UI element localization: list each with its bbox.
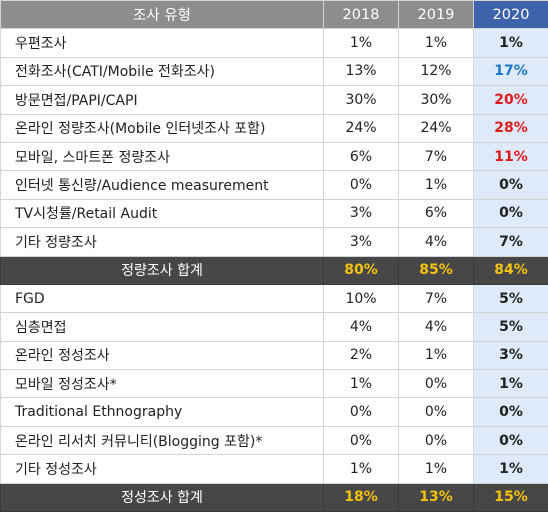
- value-2020: 17%: [473, 56, 548, 87]
- quantitative-total-row: 정량조사 합계 80% 85% 84%: [0, 255, 548, 285]
- table-row: 전화조사(CATI/Mobile 전화조사) 13% 12% 17%: [0, 56, 548, 87]
- value-2020: 0%: [473, 397, 548, 427]
- value-2019: 1%: [398, 340, 474, 371]
- value-2020: 0%: [473, 425, 548, 456]
- value-2020: 0%: [473, 170, 548, 200]
- table-row: 우편조사 1% 1% 1%: [0, 28, 548, 58]
- table-row: 온라인 정성조사 2% 1% 3%: [0, 340, 548, 371]
- value-2020: 11%: [473, 141, 548, 172]
- table-row: 기타 정성조사 1% 1% 1%: [0, 454, 548, 484]
- total-label: 정량조사 합계: [0, 255, 324, 285]
- value-2019: 0%: [398, 369, 474, 399]
- value-2019: 7%: [398, 283, 474, 314]
- table-row: 인터넷 통신량/Audience measurement 0% 1% 0%: [0, 170, 548, 200]
- value-2018: 10%: [323, 283, 399, 314]
- table-row: FGD 10% 7% 5%: [0, 283, 548, 314]
- header-survey-type: 조사 유형: [0, 0, 324, 30]
- table-row: 모바일, 스마트폰 정량조사 6% 7% 11%: [0, 141, 548, 172]
- header-year-2019: 2019: [398, 0, 474, 30]
- total-2018: 18%: [323, 482, 399, 513]
- value-2018: 0%: [323, 170, 399, 200]
- survey-type-label: 모바일 정성조사*: [0, 369, 324, 399]
- table-row: TV시청률/Retail Audit 3% 6% 0%: [0, 198, 548, 229]
- table-row: 방문면접/PAPI/CAPI 30% 30% 20%: [0, 85, 548, 115]
- survey-type-label: 온라인 리서치 커뮤니티(Blogging 포함)*: [0, 425, 324, 456]
- survey-type-label: 기타 정성조사: [0, 454, 324, 484]
- value-2018: 4%: [323, 312, 399, 342]
- survey-type-label: Traditional Ethnography: [0, 397, 324, 427]
- value-2020: 28%: [473, 113, 548, 143]
- value-2020: 3%: [473, 340, 548, 371]
- table-row: Traditional Ethnography 0% 0% 0%: [0, 397, 548, 427]
- value-2019: 12%: [398, 56, 474, 87]
- value-2020: 1%: [473, 28, 548, 58]
- value-2019: 24%: [398, 113, 474, 143]
- value-2019: 1%: [398, 170, 474, 200]
- value-2019: 4%: [398, 227, 474, 257]
- header-year-2020: 2020: [473, 0, 548, 30]
- value-2018: 30%: [323, 85, 399, 115]
- value-2018: 0%: [323, 397, 399, 427]
- value-2019: 7%: [398, 141, 474, 172]
- value-2018: 0%: [323, 425, 399, 456]
- total-2019: 85%: [398, 255, 474, 285]
- value-2018: 24%: [323, 113, 399, 143]
- value-2018: 1%: [323, 454, 399, 484]
- survey-type-label: TV시청률/Retail Audit: [0, 198, 324, 229]
- header-row: 조사 유형 2018 2019 2020: [0, 0, 548, 30]
- value-2019: 0%: [398, 397, 474, 427]
- value-2020: 5%: [473, 283, 548, 314]
- total-2018: 80%: [323, 255, 399, 285]
- qualitative-total-row: 정성조사 합계 18% 13% 15%: [0, 482, 548, 513]
- value-2019: 30%: [398, 85, 474, 115]
- table-body: 우편조사 1% 1% 1% 전화조사(CATI/Mobile 전화조사) 13% 12% 17…: [0, 28, 548, 513]
- value-2018: 2%: [323, 340, 399, 371]
- value-2018: 13%: [323, 56, 399, 87]
- total-2020: 15%: [473, 482, 548, 513]
- survey-type-label: 전화조사(CATI/Mobile 전화조사): [0, 56, 324, 87]
- total-label: 정성조사 합계: [0, 482, 324, 513]
- survey-type-label: FGD: [0, 283, 324, 314]
- value-2019: 1%: [398, 28, 474, 58]
- table-row: 온라인 정량조사(Mobile 인터넷조사 포함) 24% 24% 28%: [0, 113, 548, 143]
- table-row: 심층면접 4% 4% 5%: [0, 312, 548, 342]
- value-2020: 1%: [473, 369, 548, 399]
- value-2020: 5%: [473, 312, 548, 342]
- survey-type-label: 심층면접: [0, 312, 324, 342]
- value-2019: 6%: [398, 198, 474, 229]
- value-2018: 1%: [323, 28, 399, 58]
- value-2020: 7%: [473, 227, 548, 257]
- total-2020: 84%: [473, 255, 548, 285]
- survey-type-label: 인터넷 통신량/Audience measurement: [0, 170, 324, 200]
- value-2020: 1%: [473, 454, 548, 484]
- survey-type-label: 기타 정량조사: [0, 227, 324, 257]
- value-2019: 1%: [398, 454, 474, 484]
- value-2019: 4%: [398, 312, 474, 342]
- value-2018: 3%: [323, 227, 399, 257]
- survey-type-label: 온라인 정량조사(Mobile 인터넷조사 포함): [0, 113, 324, 143]
- value-2018: 1%: [323, 369, 399, 399]
- header-year-2018: 2018: [323, 0, 399, 30]
- value-2018: 6%: [323, 141, 399, 172]
- table-row: 기타 정량조사 3% 4% 7%: [0, 227, 548, 257]
- total-2019: 13%: [398, 482, 474, 513]
- survey-type-label: 우편조사: [0, 28, 324, 58]
- value-2020: 0%: [473, 198, 548, 229]
- table-row: 모바일 정성조사* 1% 0% 1%: [0, 369, 548, 399]
- value-2019: 0%: [398, 425, 474, 456]
- value-2020: 20%: [473, 85, 548, 115]
- survey-type-label: 온라인 정성조사: [0, 340, 324, 371]
- table-row: 온라인 리서치 커뮤니티(Blogging 포함)* 0% 0% 0%: [0, 425, 548, 456]
- survey-type-label: 모바일, 스마트폰 정량조사: [0, 141, 324, 172]
- value-2018: 3%: [323, 198, 399, 229]
- survey-type-label: 방문면접/PAPI/CAPI: [0, 85, 324, 115]
